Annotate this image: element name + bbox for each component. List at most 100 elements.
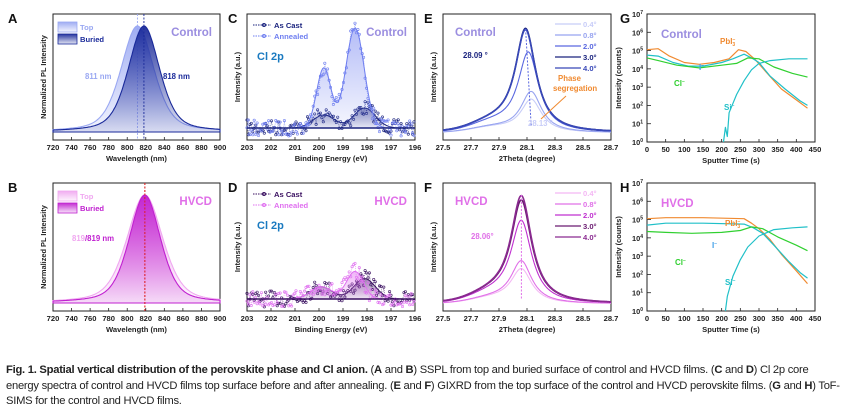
core-level-label: Cl 2p (257, 51, 284, 63)
series-area-buried (52, 194, 221, 304)
x-tick-label: 720 (47, 143, 60, 152)
x-tick-label: 27.7 (464, 314, 479, 323)
peak-annotation: 28.09 ° (463, 51, 488, 60)
ion-label: Cl− (675, 258, 686, 267)
x-tick-label: 840 (158, 314, 171, 323)
caption-segment: B (405, 364, 414, 376)
legend-label: 3.0° (583, 222, 597, 231)
data-point (388, 290, 392, 294)
x-tick-label: 203 (241, 143, 254, 152)
data-point (336, 290, 340, 294)
y-axis-label: Intensity (a.u.) (233, 221, 242, 272)
x-tick-label: 197 (385, 143, 398, 152)
data-point (347, 270, 351, 274)
data-point (390, 300, 394, 304)
x-tick-label: 250 (734, 314, 747, 323)
ion-label: PbI− 3 (725, 219, 740, 230)
x-tick-label: 27.7 (464, 143, 479, 152)
caption-segment: ( (367, 364, 375, 376)
series-line-cl (646, 226, 808, 252)
ion-charge: − (732, 103, 735, 109)
x-tick-label: 250 (734, 145, 747, 154)
x-tick-label: 820 (139, 143, 152, 152)
data-point (346, 275, 350, 279)
data-point (294, 120, 298, 124)
ion-label: PbI− 3 (720, 37, 735, 48)
x-tick-label: 50 (661, 145, 669, 154)
data-point (252, 118, 256, 122)
data-point (386, 294, 390, 298)
data-point (359, 272, 363, 276)
x-tick-label: 880 (195, 314, 208, 323)
data-point (292, 292, 296, 296)
data-point (386, 130, 390, 134)
data-point (295, 122, 299, 126)
x-tick-label: 300 (753, 145, 766, 154)
data-point (259, 129, 263, 133)
y-axis-label: Intensity (a.u.) (429, 221, 438, 272)
caption-segment: ) Cl 2p core energy spectra of control a… (6, 364, 809, 392)
caption-title: Fig. 1. Spatial vertical distribution of… (6, 364, 368, 376)
data-point (403, 130, 407, 134)
ion-charge: − (683, 258, 686, 264)
axes-frame (52, 13, 221, 141)
axes-frame (646, 182, 816, 312)
data-point (388, 293, 392, 297)
x-tick-label: 740 (65, 143, 78, 152)
data-point (402, 300, 406, 304)
x-axis-label: Binding Energy (eV) (295, 325, 368, 334)
caption-segment: D (745, 364, 754, 376)
data-point (321, 289, 325, 293)
data-point (261, 122, 265, 126)
ion-subscript: 3 (732, 42, 735, 48)
data-point (305, 115, 309, 119)
data-point (264, 302, 268, 306)
data-point (350, 265, 354, 269)
legend-marker (262, 192, 266, 196)
data-point (255, 121, 259, 125)
data-point (274, 133, 278, 137)
data-point (314, 286, 318, 290)
data-point (245, 299, 249, 303)
data-point (359, 47, 363, 51)
data-point (323, 293, 327, 297)
y-tick-exponent: 5 (640, 47, 643, 53)
data-point (255, 302, 259, 306)
data-point (269, 301, 273, 305)
data-point (284, 302, 288, 306)
caption-body: (A and B) SSPL from top and buried surfa… (6, 364, 840, 407)
x-tick-label: 860 (177, 143, 190, 152)
x-tick-label: 350 (771, 145, 784, 154)
data-point (333, 99, 337, 103)
data-point (375, 291, 379, 295)
data-point (364, 291, 368, 295)
panel-b: B 720 740 760 780 800 820 840 860 880 900 Wavelengt… (8, 180, 226, 334)
caption-segment: and (780, 379, 805, 392)
y-tick-label: 106 (632, 28, 643, 37)
x-tick-label: 28.5 (576, 314, 592, 323)
data-point (336, 99, 340, 103)
panel-f: F 27.5 27.7 27.9 28.1 28.3 28.5 28.7 2Theta (deg… (424, 180, 618, 334)
data-point (380, 119, 384, 123)
legend-label: 0.8° (583, 31, 597, 40)
panel-letter: C (228, 11, 238, 26)
x-tick-label: 201 (289, 314, 302, 323)
ion-charge: − (733, 278, 736, 284)
data-point (280, 129, 284, 133)
data-point (287, 134, 291, 138)
x-tick-label: 820 (139, 314, 152, 323)
series-line-cl (646, 57, 808, 78)
data-point (246, 133, 250, 137)
data-point (275, 120, 279, 124)
y-tick-label: 103 (632, 83, 643, 92)
legend-label: Top (80, 23, 94, 32)
data-point (320, 292, 324, 296)
axes-frame (52, 182, 221, 312)
data-point (379, 121, 383, 125)
series-line-0.4deg (443, 98, 611, 133)
caption-segment: F (424, 379, 431, 392)
data-point (256, 300, 260, 304)
data-point (409, 122, 413, 126)
panel-letter: B (8, 180, 17, 195)
